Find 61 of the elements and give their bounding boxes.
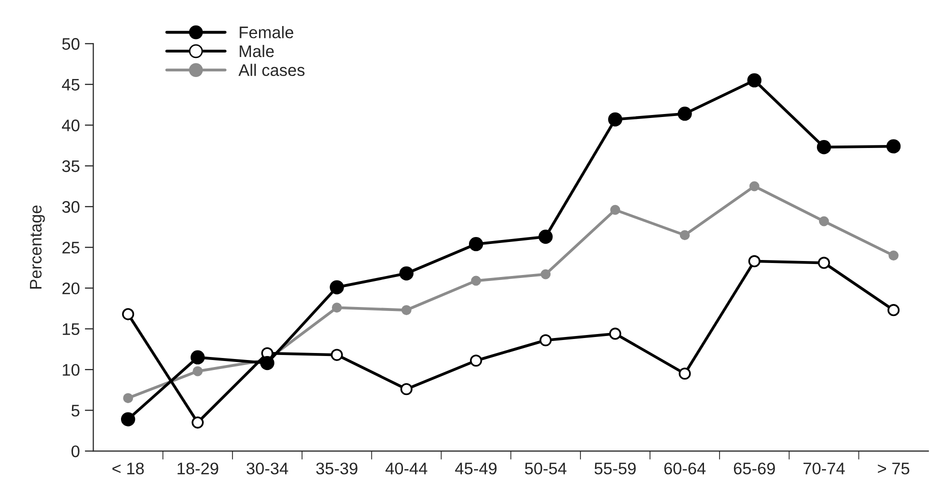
x-tick-label: > 75 <box>878 462 910 474</box>
point <box>818 216 829 226</box>
x-tick-label: 70-74 <box>804 462 845 474</box>
point <box>538 230 553 244</box>
x-tick-label: 40-44 <box>386 462 428 474</box>
y-axis-title: Percentage <box>30 205 45 289</box>
point <box>470 354 482 367</box>
y-tick-label: 35 <box>62 160 80 172</box>
y-tick-label: 15 <box>62 323 80 336</box>
legend-label: All cases <box>238 64 305 76</box>
point <box>747 73 762 88</box>
point <box>192 366 203 376</box>
point <box>330 348 343 361</box>
legend-label: Male <box>240 44 274 58</box>
point <box>540 269 551 280</box>
point <box>749 181 760 192</box>
point <box>192 416 204 429</box>
x-tick-label: 55-59 <box>594 462 636 474</box>
y-tick-label: 30 <box>62 201 80 213</box>
x-tick-label: < 18 <box>112 462 144 474</box>
x-tick-label: 60-64 <box>664 462 706 474</box>
y-tick-label: 20 <box>62 282 80 294</box>
y-tick-label: 0 <box>71 445 80 458</box>
point <box>888 304 900 316</box>
x-tick-label: 35-39 <box>316 462 358 474</box>
point <box>471 276 482 286</box>
point <box>680 230 690 240</box>
point <box>401 305 412 316</box>
y-tick-label: 45 <box>62 78 80 91</box>
point <box>610 204 620 215</box>
point <box>678 368 691 380</box>
point <box>678 106 692 121</box>
y-tick-label: 10 <box>62 364 80 376</box>
point <box>260 356 274 370</box>
point <box>468 237 484 252</box>
point <box>190 350 205 364</box>
point <box>886 139 901 154</box>
x-tick-label: 65-69 <box>734 462 775 474</box>
y-tick-label: 25 <box>62 242 80 254</box>
point <box>609 328 622 340</box>
x-tick-label: 50-54 <box>524 462 566 474</box>
point <box>400 383 412 396</box>
y-tick-label: 40 <box>62 120 80 132</box>
y-tick-label: 5 <box>72 404 80 417</box>
point <box>123 393 134 404</box>
legend-label: Female <box>240 26 294 38</box>
point <box>540 334 552 346</box>
point <box>122 308 134 320</box>
point <box>816 140 832 154</box>
x-tick-label: 18-29 <box>178 462 218 474</box>
y-tick-label: 50 <box>62 38 80 50</box>
point <box>608 112 622 127</box>
x-tick-label: 45-49 <box>455 462 497 474</box>
point <box>888 250 899 260</box>
point <box>399 266 414 281</box>
point <box>121 412 136 426</box>
point <box>818 256 830 269</box>
point <box>330 280 344 294</box>
point <box>748 255 760 268</box>
point <box>332 302 342 313</box>
x-tick-label: 30-34 <box>246 462 288 474</box>
